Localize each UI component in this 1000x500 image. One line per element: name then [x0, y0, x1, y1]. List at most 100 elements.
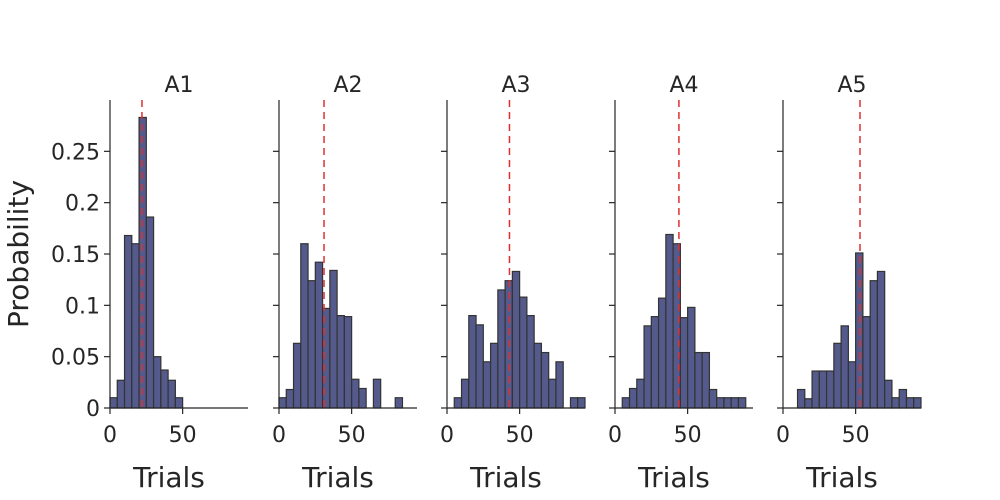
bar	[278, 397, 287, 409]
bar	[876, 270, 886, 409]
bar	[840, 325, 849, 409]
bar	[314, 261, 324, 409]
bar	[145, 216, 155, 409]
bar	[300, 243, 309, 409]
bar	[167, 379, 176, 409]
bar	[687, 306, 696, 409]
bar	[519, 296, 528, 409]
bar	[636, 378, 645, 409]
bar	[569, 397, 579, 409]
bar	[511, 270, 521, 409]
bar	[555, 361, 564, 409]
panel-title: A1	[164, 73, 193, 98]
panel-title: A2	[333, 73, 362, 98]
bar	[708, 388, 718, 409]
x-axis-label: Trials	[301, 461, 374, 494]
bar	[643, 325, 652, 409]
bar	[160, 369, 169, 409]
bar	[497, 289, 506, 409]
bar	[679, 317, 689, 409]
bar	[460, 378, 470, 409]
bar	[152, 356, 162, 409]
bar	[891, 397, 900, 409]
panel-title: A3	[501, 73, 530, 98]
x-tick-label: 50	[338, 423, 366, 448]
x-tick-label: 50	[674, 423, 702, 448]
bar	[628, 387, 638, 409]
bar	[482, 361, 492, 409]
bar	[825, 370, 835, 409]
bar	[796, 388, 806, 409]
bar	[394, 397, 404, 409]
x-axis-label: Trials	[132, 461, 205, 494]
bar	[716, 397, 725, 409]
bar	[913, 397, 922, 409]
bar	[358, 387, 367, 409]
bar	[123, 234, 133, 409]
bar	[818, 370, 828, 409]
x-tick-label: 50	[169, 423, 197, 448]
bar	[372, 378, 382, 409]
bar	[329, 269, 338, 409]
bar	[730, 397, 740, 409]
y-tick-label: 0.1	[65, 294, 100, 319]
y-tick-label: 0.05	[51, 346, 100, 371]
panels: 0 0.05 0.1 0.15 0.2 0.25 0 50 A1 Trials 0 50 A2 Trial…	[51, 73, 922, 494]
bar	[657, 297, 667, 409]
bar	[285, 388, 295, 409]
bar	[336, 315, 345, 409]
bar	[533, 342, 543, 409]
bar	[723, 397, 732, 409]
bar	[540, 351, 550, 409]
bar	[898, 388, 908, 409]
bar	[116, 379, 126, 409]
x-tick-label: 50	[842, 423, 870, 448]
panel-a5: 0 50 A5 Trials	[776, 73, 922, 494]
bar	[905, 397, 915, 409]
bar	[109, 397, 118, 409]
bar	[621, 397, 631, 409]
panel-title: A4	[669, 73, 698, 98]
bar	[475, 324, 484, 409]
bar	[694, 351, 703, 409]
y-axis-label: Probability	[2, 180, 35, 328]
bar	[131, 243, 140, 409]
bar	[548, 378, 557, 409]
x-axis-label: Trials	[805, 461, 878, 494]
bar	[869, 280, 879, 409]
bar	[701, 351, 711, 409]
x-tick-label: 0	[103, 423, 117, 448]
bar	[453, 397, 463, 409]
bar	[468, 315, 477, 409]
bar	[650, 316, 660, 409]
bar	[665, 233, 674, 409]
bar	[577, 397, 586, 409]
bar	[526, 315, 535, 409]
x-tick-label: 50	[506, 423, 534, 448]
x-tick-label: 0	[608, 423, 622, 448]
bar	[833, 342, 842, 409]
bar	[862, 316, 871, 409]
bar	[811, 370, 820, 409]
x-axis-label: Trials	[469, 461, 542, 494]
bar	[351, 378, 360, 409]
y-tick-label: 0.2	[65, 192, 100, 217]
bar	[174, 397, 184, 409]
bar	[307, 280, 316, 409]
bar	[847, 361, 857, 409]
panel-a3: 0 50 A3 Trials	[440, 73, 586, 494]
bar	[343, 316, 353, 409]
panel-a1: 0 0.05 0.1 0.15 0.2 0.25 0 50 A1 Trials	[51, 73, 248, 494]
y-tick-label: 0	[86, 397, 100, 422]
y-tick-label: 0.15	[51, 243, 100, 268]
bar	[737, 397, 747, 409]
x-tick-label: 0	[440, 423, 454, 448]
x-axis-label: Trials	[637, 461, 710, 494]
panel-a4: 0 50 A4 Trials	[608, 73, 753, 494]
bar	[292, 342, 302, 409]
bar	[489, 342, 499, 409]
bar	[804, 398, 813, 409]
panel-a2: 0 50 A2 Trials	[272, 73, 417, 494]
bar	[884, 379, 893, 409]
